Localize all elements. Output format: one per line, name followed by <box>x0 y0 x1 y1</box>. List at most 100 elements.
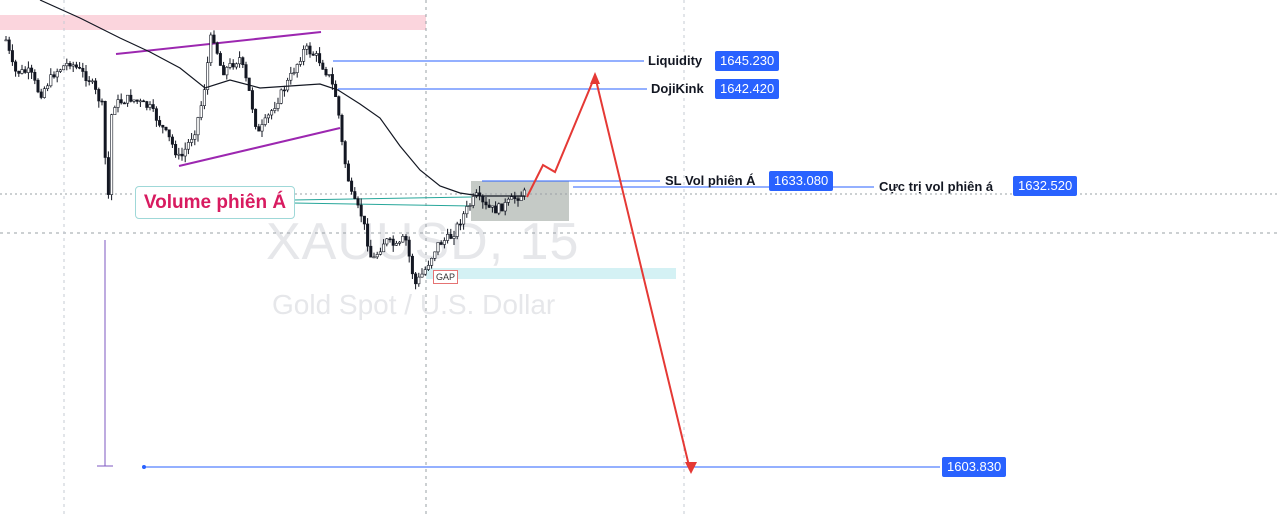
candle-body <box>106 157 110 195</box>
candle-body <box>273 108 277 111</box>
candle-body <box>244 64 248 79</box>
sl-vol-price-badge[interactable]: 1633.080 <box>769 171 834 191</box>
candle-body <box>74 64 78 68</box>
candle-body <box>87 80 91 82</box>
candle-body <box>183 148 187 157</box>
candle-body <box>330 74 334 85</box>
candle-body <box>71 64 75 67</box>
volume-connector <box>292 196 472 201</box>
candle-body <box>369 245 373 258</box>
candle-body <box>126 94 130 104</box>
candle-body <box>199 105 203 118</box>
candle-body <box>100 100 104 103</box>
candle-body <box>452 236 456 239</box>
candle-body <box>401 236 405 243</box>
candle-body <box>49 74 53 87</box>
candle-body <box>241 57 245 65</box>
candle-body <box>321 62 325 70</box>
liquidity-price-badge[interactable]: 1645.230 <box>715 51 780 71</box>
target-line-anchor[interactable] <box>142 465 146 469</box>
candle-body <box>286 80 290 91</box>
vol-extreme-label: Cực trị vol phiên á <box>879 179 994 194</box>
candle-body <box>305 45 309 50</box>
volume-session-label[interactable]: Volume phiên Á <box>135 186 295 219</box>
candle-body <box>407 239 411 257</box>
candle-body <box>426 265 430 270</box>
candle-body <box>510 196 514 200</box>
candle-body <box>151 104 155 109</box>
candle-body <box>122 102 126 105</box>
candle-body <box>113 107 117 115</box>
candle-body <box>250 90 254 110</box>
candle-body <box>193 134 197 140</box>
candle-body <box>68 62 72 67</box>
candle-body <box>484 201 488 206</box>
candle-body <box>433 251 437 259</box>
candle-body <box>142 100 146 103</box>
candle-body <box>254 108 258 127</box>
candle-body <box>388 238 392 241</box>
candle-body <box>404 236 408 241</box>
candle-body <box>30 67 34 73</box>
candle-body <box>462 213 466 225</box>
candle-body <box>17 70 21 74</box>
candle-body <box>279 89 283 104</box>
projection-path[interactable] <box>526 72 691 471</box>
candle-body <box>62 65 66 71</box>
candle-body <box>372 256 376 259</box>
candle-body <box>468 205 472 207</box>
vol-extreme-price-badge[interactable]: 1632.520 <box>1013 176 1078 196</box>
candle-body <box>308 45 312 55</box>
candle-body <box>202 89 206 106</box>
candle-body <box>359 204 363 217</box>
candle-body <box>318 53 322 64</box>
candle-body <box>382 243 386 253</box>
candle-body <box>362 215 366 225</box>
candle-body <box>343 141 347 165</box>
candle-body <box>218 53 222 66</box>
candle-body <box>180 153 184 157</box>
projection-arrowhead <box>685 462 697 474</box>
candle-body <box>516 198 520 201</box>
candle-body <box>337 96 341 116</box>
candle-body <box>423 269 427 275</box>
candle-body <box>474 192 478 197</box>
candle-body <box>295 64 299 73</box>
candle-body <box>391 238 395 246</box>
sl-vol-label: SL Vol phiên Á <box>665 173 756 188</box>
candle-body <box>84 71 88 81</box>
candle-body <box>378 251 382 255</box>
candle-body <box>334 83 338 97</box>
candle-body <box>500 203 504 212</box>
candle-body <box>52 74 56 78</box>
candle-body <box>10 50 14 63</box>
candle-body <box>356 198 360 206</box>
candle-body <box>513 196 517 199</box>
candle-body <box>4 39 8 42</box>
candle-body <box>398 241 402 244</box>
candle-body <box>324 69 328 76</box>
dojikink-price-badge[interactable]: 1642.420 <box>715 79 780 99</box>
gap-zone <box>426 268 676 279</box>
volume-connector <box>292 202 472 207</box>
candle-body <box>7 39 11 51</box>
candles <box>4 30 526 290</box>
candle-body <box>302 48 306 62</box>
candle-body <box>110 114 114 195</box>
candle-body <box>494 205 498 214</box>
candle-body <box>58 69 62 72</box>
candle-body <box>161 125 165 128</box>
candle-body <box>145 101 149 108</box>
candle-body <box>78 67 82 69</box>
candle-body <box>234 63 238 68</box>
candle-body <box>94 80 98 90</box>
candle-body <box>20 69 24 74</box>
candle-body <box>135 99 139 102</box>
channel-lower-line[interactable] <box>178 127 341 167</box>
gap-tag: GAP <box>433 270 459 284</box>
candle-body <box>282 89 286 92</box>
candle-body <box>417 276 421 285</box>
target-price-badge[interactable]: 1603.830 <box>942 457 1007 477</box>
